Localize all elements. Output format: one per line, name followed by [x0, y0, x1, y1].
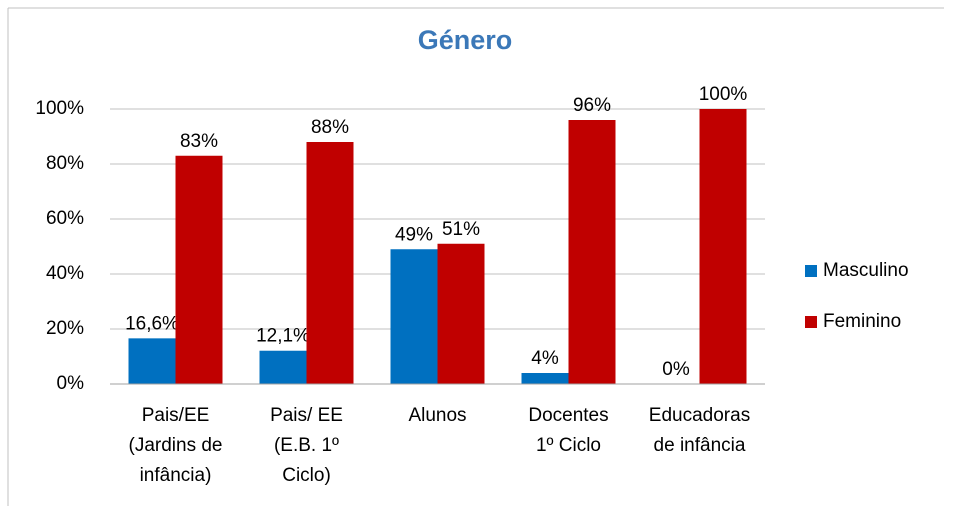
bar: [521, 373, 569, 384]
data-label: 16,6%: [125, 313, 179, 334]
data-label: 49%: [395, 224, 433, 245]
data-label: 0%: [662, 359, 690, 380]
x-tick-label: (Jardins de: [129, 435, 223, 456]
bar: [306, 142, 354, 384]
legend-swatch: [805, 316, 817, 328]
y-tick-label: 100%: [35, 98, 84, 119]
y-tick-label: 40%: [46, 263, 84, 284]
x-tick-label: infância): [140, 465, 212, 486]
data-label: 83%: [180, 131, 218, 152]
bar: [568, 120, 616, 384]
x-tick-label: 1º Ciclo: [536, 435, 601, 456]
x-tick-label: Ciclo): [282, 465, 331, 486]
bar: [699, 109, 747, 384]
bar: [175, 155, 223, 384]
x-tick-label: Docentes: [528, 405, 608, 426]
x-tick-label: Educadoras: [649, 405, 750, 426]
bar: [390, 249, 438, 384]
x-tick-label: Pais/EE: [142, 405, 210, 426]
data-label: 12,1%: [256, 326, 310, 347]
y-tick-label: 60%: [46, 208, 84, 229]
y-tick-label: 20%: [46, 318, 84, 339]
legend-label: Feminino: [823, 311, 901, 332]
bar: [128, 338, 176, 384]
x-tick-label: Alunos: [408, 405, 466, 426]
bar: [437, 243, 485, 384]
x-tick-label: Pais/ EE: [270, 405, 343, 426]
y-tick-label: 0%: [57, 373, 85, 394]
data-label: 88%: [311, 117, 349, 138]
data-label: 4%: [531, 348, 559, 369]
x-tick-label: de infância: [654, 435, 746, 456]
data-label: 100%: [699, 84, 748, 105]
data-label: 96%: [573, 95, 611, 116]
data-label: 51%: [442, 219, 480, 240]
bar: [259, 350, 307, 384]
chart-title: Género: [418, 25, 513, 55]
x-tick-label: (E.B. 1º: [274, 435, 339, 456]
legend-swatch: [805, 265, 817, 277]
legend-label: Masculino: [823, 260, 909, 281]
y-tick-label: 80%: [46, 153, 84, 174]
